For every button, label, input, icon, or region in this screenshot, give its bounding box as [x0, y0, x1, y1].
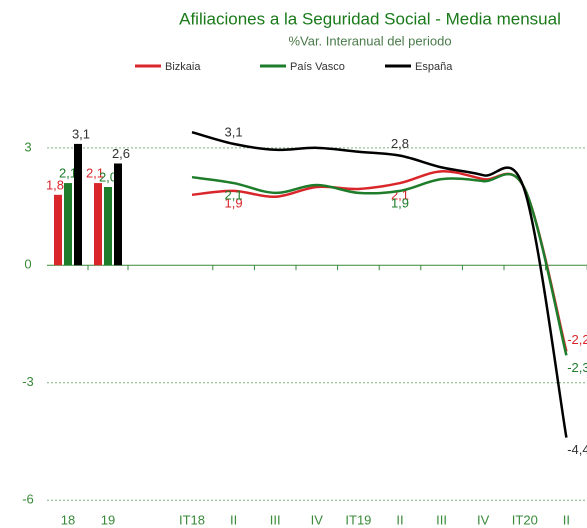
legend-label: España	[415, 61, 453, 73]
bar-value-label: 1,8	[46, 177, 64, 192]
bar	[94, 183, 102, 266]
bar	[64, 183, 72, 266]
y-tick-label: 0	[24, 257, 31, 272]
bar-value-label: 3,1	[72, 126, 90, 141]
line-value-label: 2,8	[391, 136, 409, 151]
bar-value-label: 2,0	[99, 169, 117, 184]
line-value-label: 2,1	[225, 188, 243, 203]
legend-label: País Vasco	[290, 61, 345, 73]
x-tick-label: IV	[311, 512, 324, 527]
bar	[114, 163, 122, 266]
x-tick-label: IT18	[179, 512, 205, 527]
y-tick-label: 3	[24, 139, 31, 154]
x-tick-label: IV	[477, 512, 490, 527]
bar	[54, 194, 62, 266]
x-tick-label: III	[270, 512, 281, 527]
line	[191, 130, 568, 438]
chart-subtitle: %Var. Interanual del periodo	[288, 33, 451, 48]
x-tick-label: II	[396, 512, 403, 527]
line-value-label: -2,3	[567, 360, 587, 375]
line-value-label: -2,2	[567, 332, 587, 347]
line-value-label: 1,9	[225, 195, 243, 210]
x-tick-label: IT20	[512, 512, 538, 527]
y-tick-label: -6	[22, 492, 34, 507]
line-value-label: 1,9	[391, 195, 409, 210]
bar	[74, 143, 82, 266]
x-tick-label: III	[436, 512, 447, 527]
bar	[104, 186, 112, 266]
bar-value-label: 2,1	[86, 166, 104, 181]
x-tick-label: 18	[61, 512, 75, 527]
bar-value-label: 2,6	[112, 146, 130, 161]
legend-label: Bizkaia	[165, 61, 201, 73]
line	[191, 173, 568, 356]
x-tick-label: II	[563, 512, 570, 527]
line	[191, 170, 568, 352]
chart-title: Afiliaciones a la Seguridad Social - Med…	[179, 9, 561, 28]
x-tick-label: 19	[101, 512, 115, 527]
x-tick-label: IT19	[345, 512, 371, 527]
x-tick-label: II	[230, 512, 237, 527]
line-value-label: 3,1	[225, 124, 243, 139]
bar-value-label: 2,1	[59, 166, 77, 181]
y-tick-label: -3	[22, 374, 34, 389]
line-value-label: -4,4	[567, 442, 587, 457]
